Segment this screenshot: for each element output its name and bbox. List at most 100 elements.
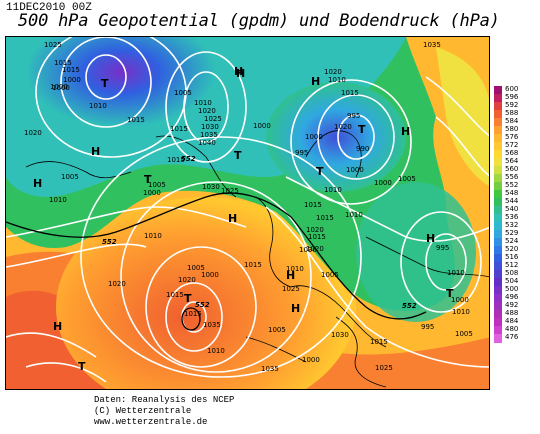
low-scandinavia-field <box>266 82 406 192</box>
isobar-label: 1010 <box>49 196 67 204</box>
credits-line-3: www.wetterzentrale.de <box>94 417 208 427</box>
legend-swatch <box>494 262 502 271</box>
legend-swatch <box>494 134 502 143</box>
high-pressure-center: H <box>236 67 245 80</box>
isohypse-label: 552 <box>195 301 210 309</box>
credits: Daten: Reanalysis des NCEP (C) Wetterzen… <box>94 395 234 428</box>
isobar-label: 995 <box>436 244 449 252</box>
isobar-label: 1000 <box>63 76 81 84</box>
legend-swatch <box>494 182 502 191</box>
high-pressure-center: H <box>311 75 320 88</box>
isobar-label: 1010 <box>144 232 162 240</box>
isobar-label: 1020 <box>178 276 196 284</box>
legend-label: 584 <box>505 117 519 125</box>
high-pressure-center: H <box>91 145 100 158</box>
legend-swatch <box>494 270 502 279</box>
low-pressure-center: T <box>184 292 192 305</box>
legend-label: 516 <box>505 253 519 261</box>
legend-label: 476 <box>505 333 519 341</box>
isobar-label: 1020 <box>198 107 216 115</box>
isobar-label: 1010 <box>207 347 225 355</box>
isobar-label: 1035 <box>261 365 279 373</box>
isobar-label: 1000 <box>374 179 392 187</box>
legend-swatch <box>494 294 502 303</box>
isobar-label: 1025 <box>375 364 393 372</box>
legend-label: 492 <box>505 301 519 309</box>
legend-swatch <box>494 166 502 175</box>
isobar-label: 1010 <box>345 211 363 219</box>
legend-swatch <box>494 246 502 255</box>
isohypse-label: 552 <box>181 155 196 163</box>
legend-swatch <box>494 150 502 159</box>
isobar-label: 1005 <box>321 271 339 279</box>
isobar-label: 1015 <box>316 214 334 222</box>
legend-label: 540 <box>505 205 519 213</box>
legend-label: 496 <box>505 293 519 301</box>
legend-swatch <box>494 142 502 151</box>
isobar-label: 1020 <box>306 245 324 253</box>
credits-line-2: (C) Wetterzentrale <box>94 406 192 416</box>
legend-label: 480 <box>505 325 519 333</box>
legend-swatch <box>494 118 502 127</box>
legend-swatch <box>494 102 502 111</box>
isobar-label: 1005 <box>455 330 473 338</box>
legend-swatch <box>494 302 502 311</box>
isobar-label: 1025 <box>44 41 62 49</box>
isobar-label: 1020 <box>334 123 352 131</box>
isobar-label: 995 <box>421 323 434 331</box>
isobar-label: 1015 <box>170 125 188 133</box>
legend-swatch <box>494 110 502 119</box>
low-pressure-center: T <box>144 173 152 186</box>
legend-label: 568 <box>505 149 519 157</box>
high-pressure-center: H <box>426 232 435 245</box>
legend-swatch <box>494 190 502 199</box>
isobar-label: 1015 <box>370 338 388 346</box>
legend-label: 588 <box>505 109 519 117</box>
isohypse-label: 552 <box>102 238 117 246</box>
legend-label: 552 <box>505 181 519 189</box>
low-pressure-center: T <box>234 149 242 162</box>
legend-swatch <box>494 94 502 103</box>
isobar-label: 1005 <box>268 326 286 334</box>
low-east-field <box>356 182 476 322</box>
isobar-label: 990 <box>356 145 369 153</box>
legend-swatch <box>494 214 502 223</box>
isobar-label: 1015 <box>127 116 145 124</box>
legend-label: 536 <box>505 213 519 221</box>
isobar-label: 1000 <box>253 122 271 130</box>
isobar-label: 1005 <box>174 89 192 97</box>
isobar-label: 1000 <box>451 296 469 304</box>
legend-label: 580 <box>505 125 519 133</box>
legend-label: 484 <box>505 317 519 325</box>
legend-label: 548 <box>505 189 519 197</box>
isobar-label: 1025 <box>204 115 222 123</box>
low-pressure-center: T <box>358 123 366 136</box>
isobar-label: 1020 <box>24 129 42 137</box>
low-pressure-center: T <box>316 165 324 178</box>
isobar-label: 1020 <box>324 68 342 76</box>
isobar-label: 1035 <box>203 321 221 329</box>
legend-label: 592 <box>505 101 519 109</box>
isobar-label: 995 <box>347 112 360 120</box>
legend-swatch <box>494 278 502 287</box>
legend-swatch <box>494 126 502 135</box>
isobar-label: 1010 <box>447 269 465 277</box>
legend-swatch <box>494 318 502 327</box>
legend-swatch <box>494 206 502 215</box>
low-pressure-center: T <box>101 77 109 90</box>
high-pressure-center: H <box>228 212 237 225</box>
isobar-label: 1000 <box>143 189 161 197</box>
high-pressure-center: H <box>33 177 42 190</box>
isobars <box>6 37 489 383</box>
high-pressure-center: H <box>291 302 300 315</box>
legend-label: 596 <box>505 93 519 101</box>
legend-swatch <box>494 334 502 343</box>
isobar-label: 1025 <box>282 285 300 293</box>
legend-label: 529 <box>505 229 519 237</box>
legend-swatch <box>494 174 502 183</box>
legend-label: 576 <box>505 133 519 141</box>
legend-label: 544 <box>505 197 519 205</box>
legend-swatch <box>494 158 502 167</box>
isobar-label: 1010 <box>324 186 342 194</box>
legend-label: 564 <box>505 157 519 165</box>
